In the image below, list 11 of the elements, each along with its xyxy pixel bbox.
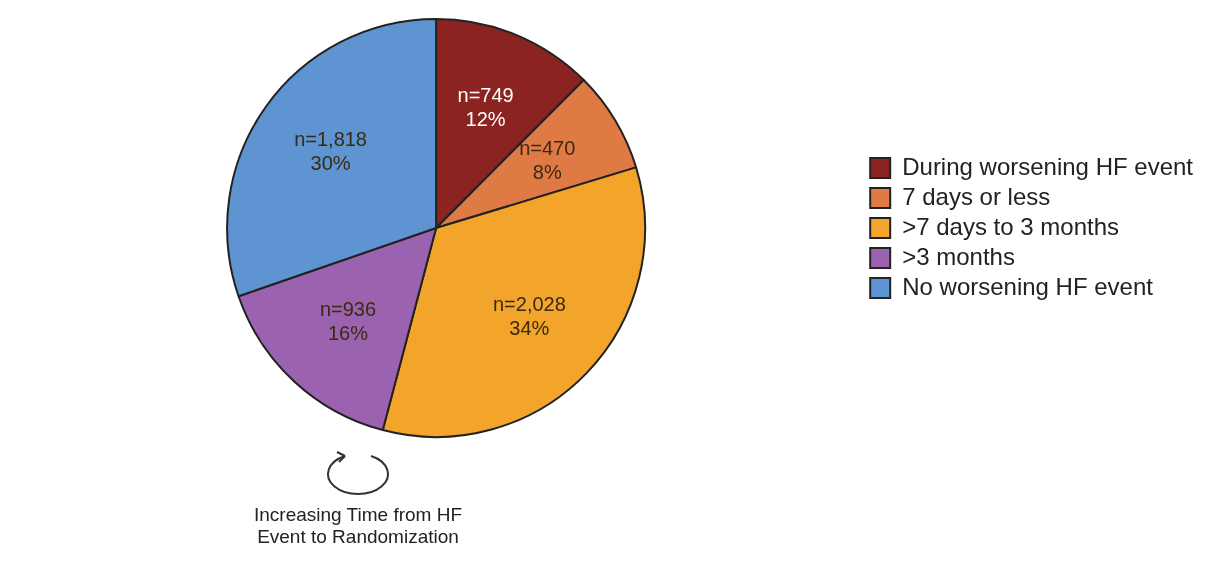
data-label: n=936 16% bbox=[319, 298, 377, 345]
legend-label: No worsening HF event bbox=[902, 272, 1154, 300]
legend-label: >7 days to 3 months bbox=[902, 212, 1119, 240]
data-label: n=749 12% bbox=[457, 83, 514, 130]
legend-label: 7 days or less bbox=[902, 182, 1051, 210]
legend-label: >3 months bbox=[902, 242, 1015, 270]
legend-label: During worsening HF event bbox=[902, 152, 1194, 180]
text: Increasing Time from HF Event to Randomization bbox=[253, 504, 463, 548]
data-label: n=1,818 30% bbox=[294, 128, 367, 175]
data-label: n=2,028 34% bbox=[492, 293, 566, 340]
data-label: n=470 8% bbox=[519, 136, 576, 183]
